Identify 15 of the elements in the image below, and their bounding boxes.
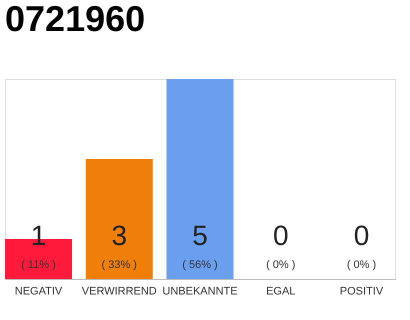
annotation: ( 56% ) [182,259,218,271]
annotation: ( 0% ) [266,259,296,271]
chart-title: 0721960 [5,0,146,39]
data-label: 0 [272,220,289,251]
data-label: 3 [111,220,128,251]
annotation: ( 11% ) [21,259,56,271]
data-label: 0 [354,220,370,251]
annotation: ( 0% ) [346,259,376,271]
x-tick-label: UNBEKANNTE [162,286,238,298]
annotation: ( 33% ) [102,259,137,271]
x-tick-label: POSITIV [340,286,384,298]
data-label: 5 [192,220,208,251]
x-tick-label: EGAL [266,286,296,298]
x-tick-label: NEGATIV [14,286,63,298]
x-tick-label: VERWIRREND [82,286,157,298]
